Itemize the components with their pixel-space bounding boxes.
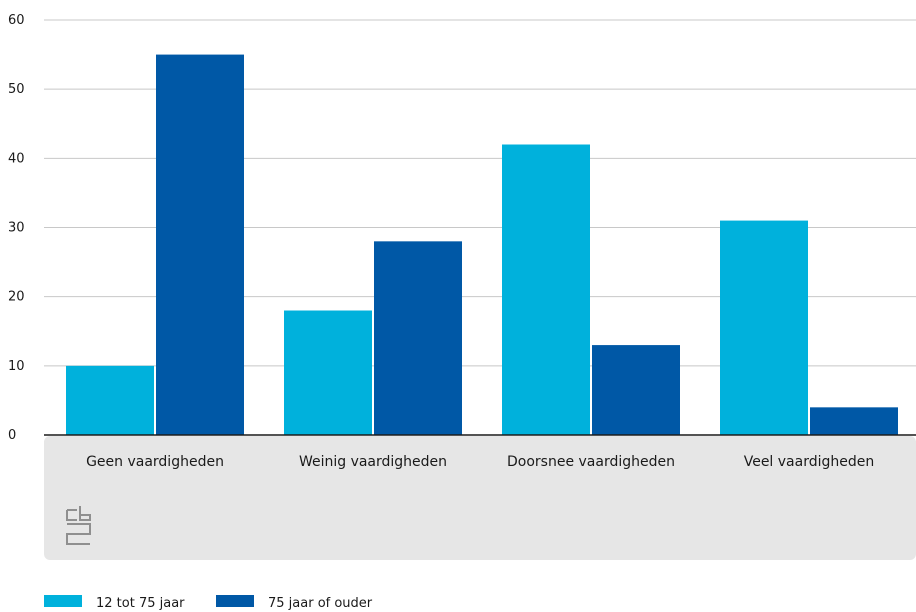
cbs-logo-icon xyxy=(66,506,91,545)
y-tick-label: 50 xyxy=(8,82,25,97)
y-tick-label: 60 xyxy=(8,13,25,28)
y-tick-label: 40 xyxy=(8,151,25,166)
bar xyxy=(502,144,590,435)
bar xyxy=(720,220,808,435)
y-axis-ticks: 0 10 20 30 40 50 60 xyxy=(8,13,25,443)
legend: 12 tot 75 jaar 75 jaar of ouder xyxy=(44,595,373,611)
bar xyxy=(810,407,898,435)
category-label: Doorsnee vaardigheden xyxy=(507,454,675,470)
bar xyxy=(592,345,680,435)
category-band xyxy=(44,436,916,560)
category-label: Weinig vaardigheden xyxy=(299,454,447,470)
y-tick-label: 30 xyxy=(8,221,25,236)
bar xyxy=(374,241,462,435)
category-label: Veel vaardigheden xyxy=(744,454,875,470)
bar xyxy=(66,365,154,435)
legend-swatch xyxy=(216,595,254,607)
legend-label: 75 jaar of ouder xyxy=(268,596,373,611)
category-label: Geen vaardigheden xyxy=(86,454,224,470)
y-tick-label: 10 xyxy=(8,359,25,374)
legend-swatch xyxy=(44,595,82,607)
category-labels: Geen vaardigheden Weinig vaardigheden Door… xyxy=(86,454,874,470)
bar xyxy=(284,310,372,435)
y-tick-label: 0 xyxy=(8,428,16,443)
bar xyxy=(156,54,244,435)
bars xyxy=(66,54,898,435)
legend-label: 12 tot 75 jaar xyxy=(96,596,185,611)
y-tick-label: 20 xyxy=(8,290,25,305)
